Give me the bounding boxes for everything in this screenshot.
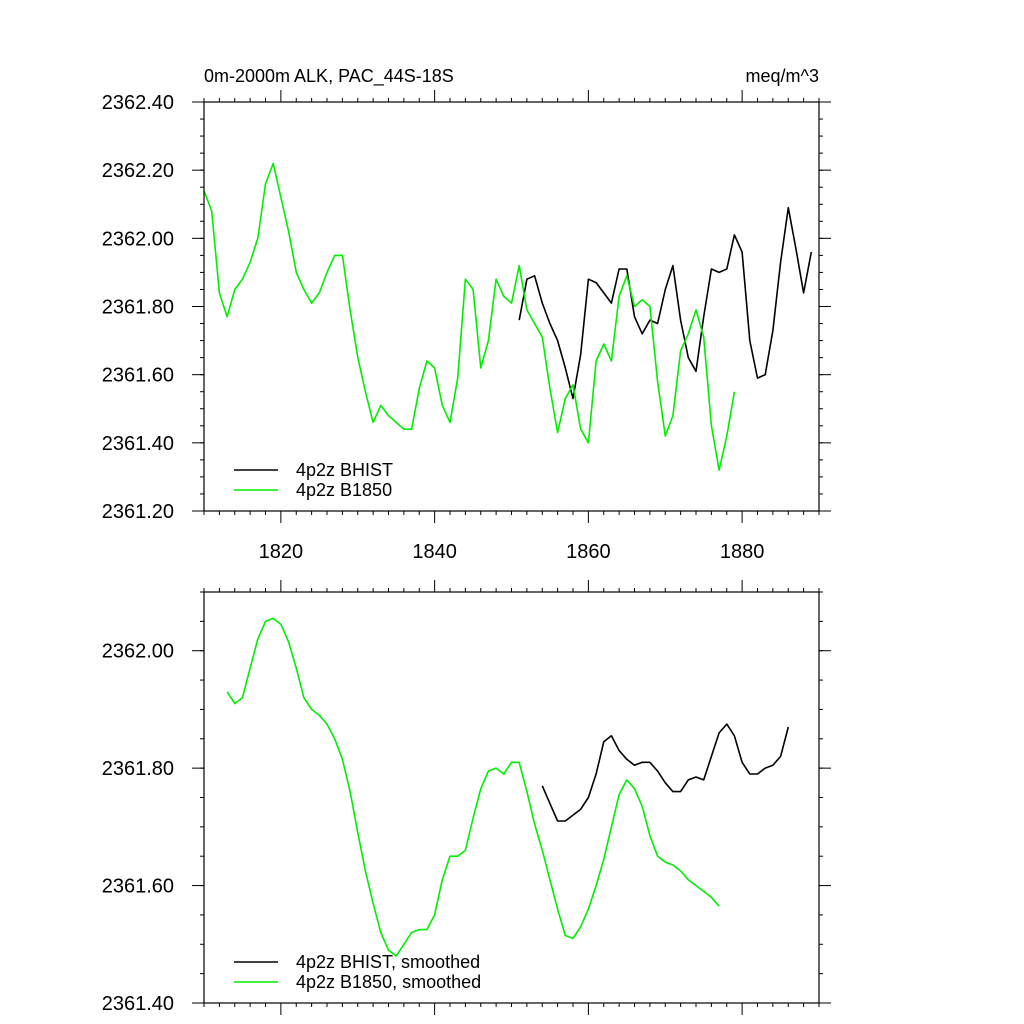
panel-bottom: 2361.40 2361.60 2361.80 2362.00 4p2z BHIST,… xyxy=(102,580,831,1015)
chart-units: meq/m^3 xyxy=(746,66,819,86)
panel-top: 0m-2000m ALK, PAC_44S-18S meq/m^3 2361.2… xyxy=(102,66,831,563)
x-tick-label: 1880 xyxy=(720,541,765,563)
y-tick-label: 2361.80 xyxy=(102,758,174,780)
y-tick-label: 2362.20 xyxy=(102,160,174,182)
y-tick-label: 2361.60 xyxy=(102,365,174,387)
plot-frame-top xyxy=(203,101,820,512)
x-tick-label: 1860 xyxy=(566,541,611,563)
legend-label: 4p2z B1850, smoothed xyxy=(296,972,481,992)
y-tick-label: 2362.00 xyxy=(102,228,174,250)
y-tick-label: 2362.40 xyxy=(102,92,174,114)
legend-label: 4p2z B1850 xyxy=(296,480,392,500)
y-tick-label: 2361.80 xyxy=(102,297,174,319)
legend-label: 4p2z BHIST, smoothed xyxy=(296,952,480,972)
x-tick-label: 1820 xyxy=(259,541,304,563)
y-tick-label: 2361.40 xyxy=(102,993,174,1015)
plot-frame-bottom xyxy=(203,591,820,1004)
series-line-4p2z-b1850 xyxy=(203,162,736,471)
y-tick-label: 2361.40 xyxy=(102,433,174,455)
x-tick-label: 1840 xyxy=(412,541,457,563)
chart-title: 0m-2000m ALK, PAC_44S-18S xyxy=(204,66,454,87)
series-line-4p2z-bhist-smoothed xyxy=(541,723,790,822)
series-line-4p2z-b1850-smoothed xyxy=(226,617,720,957)
y-tick-label: 2361.60 xyxy=(102,876,174,898)
series-line-4p2z-bhist xyxy=(518,206,813,400)
legend-label: 4p2z BHIST xyxy=(296,460,393,480)
y-tick-label: 2361.20 xyxy=(102,501,174,523)
y-tick-label: 2362.00 xyxy=(102,641,174,663)
